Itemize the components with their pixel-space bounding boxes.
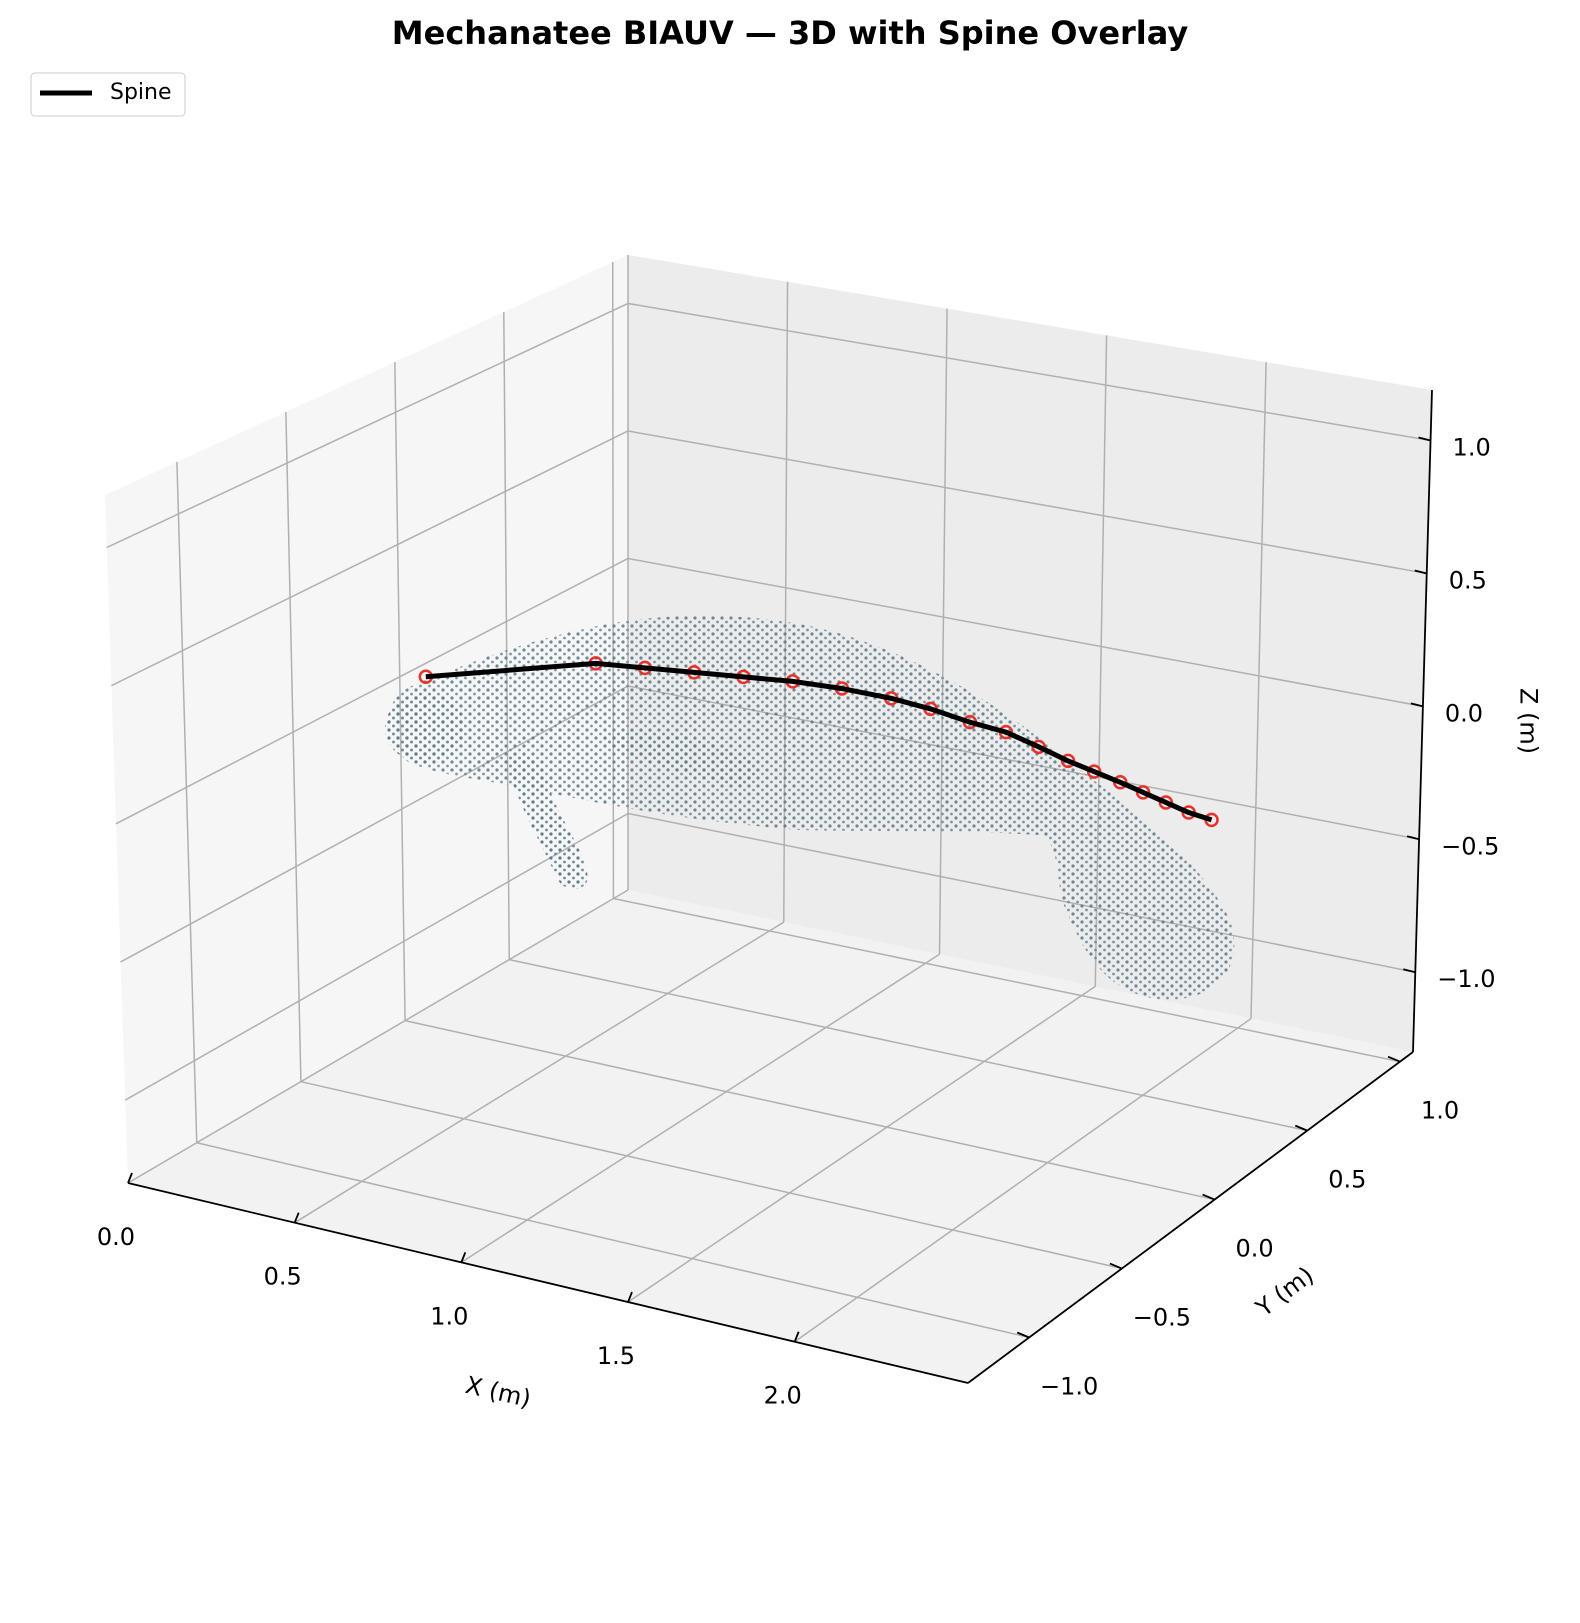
grid-line bbox=[124, 812, 629, 1101]
y-axis-line bbox=[967, 1051, 1414, 1384]
y-tick bbox=[1109, 1262, 1123, 1270]
grid-line bbox=[1250, 362, 1267, 1019]
grid-line bbox=[627, 812, 1416, 973]
flipper-far bbox=[600, 730, 759, 786]
z-axis-line bbox=[1412, 389, 1433, 1053]
grid-line bbox=[938, 308, 948, 955]
floor-pane bbox=[128, 890, 1413, 1383]
y-axis-label: Y (m) bbox=[1250, 1261, 1319, 1323]
grid-line bbox=[627, 557, 1424, 708]
back-pane bbox=[628, 255, 1432, 1052]
z-tick-label: −1.0 bbox=[1437, 965, 1495, 993]
grid-line bbox=[509, 958, 1308, 1132]
z-tick bbox=[1406, 835, 1420, 841]
grid-line bbox=[404, 1019, 1215, 1201]
y-tick-label: 1.0 bbox=[1421, 1097, 1459, 1125]
x-tick bbox=[627, 1291, 633, 1303]
x-tick bbox=[460, 1252, 467, 1263]
x-tick-label: 0.0 bbox=[97, 1223, 135, 1251]
spine-line bbox=[425, 660, 1213, 823]
panes bbox=[105, 255, 1433, 1384]
flipper bbox=[505, 754, 588, 890]
x-tick-label: 1.0 bbox=[430, 1302, 468, 1330]
grid-line bbox=[627, 430, 1427, 575]
x-tick bbox=[127, 1172, 133, 1184]
y-tick-label: 0.0 bbox=[1236, 1235, 1274, 1263]
z-tick bbox=[1418, 436, 1431, 442]
x-tick bbox=[293, 1212, 300, 1224]
y-tick bbox=[1387, 1055, 1401, 1063]
grid-line bbox=[394, 361, 406, 1021]
grid-line bbox=[111, 430, 629, 687]
grid-line bbox=[106, 302, 629, 549]
z-tick bbox=[1403, 968, 1416, 974]
grid-line bbox=[115, 557, 629, 825]
grid-line bbox=[613, 897, 1401, 1063]
grid-line bbox=[300, 1080, 1123, 1270]
y-tick bbox=[1016, 1331, 1030, 1339]
z-tick bbox=[1410, 702, 1424, 708]
legend-label: Spine bbox=[110, 80, 172, 105]
body-outline bbox=[388, 615, 1235, 1000]
body-point-cloud bbox=[385, 615, 1235, 1000]
z-tick-label: 0.0 bbox=[1445, 699, 1483, 727]
legend-box bbox=[30, 72, 186, 117]
x-tick bbox=[793, 1331, 800, 1343]
y-tick bbox=[1202, 1193, 1215, 1201]
x-tick-label: 0.5 bbox=[264, 1263, 302, 1291]
z-tick bbox=[1414, 569, 1427, 575]
x-axis-line bbox=[127, 1182, 969, 1384]
z-tick-label: 1.0 bbox=[1453, 434, 1491, 462]
grid-line bbox=[285, 411, 302, 1082]
x-tick-label: 1.5 bbox=[597, 1342, 635, 1370]
y-tick-label: −0.5 bbox=[1133, 1304, 1191, 1332]
grid-line bbox=[503, 311, 510, 960]
grid-line bbox=[627, 985, 1096, 1303]
grid-line bbox=[294, 921, 785, 1224]
grid-line bbox=[460, 953, 940, 1263]
x-axis-label: X (m) bbox=[463, 1371, 534, 1413]
y-tick-label: 0.5 bbox=[1328, 1166, 1366, 1194]
grid-line bbox=[127, 889, 629, 1184]
y-tick-label: −1.0 bbox=[1040, 1372, 1098, 1400]
legend: Spine bbox=[30, 72, 186, 117]
head bbox=[385, 693, 465, 763]
z-axis-label: Z (m) bbox=[1515, 688, 1543, 754]
grid-line bbox=[196, 1141, 1030, 1339]
x-tick-label: 2.0 bbox=[764, 1382, 802, 1410]
grid-line bbox=[176, 461, 198, 1143]
z-tick-label: 0.5 bbox=[1449, 566, 1487, 594]
y-tick bbox=[1294, 1124, 1308, 1132]
chart-title: Mechanatee BIAUV — 3D with Spine Overlay bbox=[392, 14, 1189, 52]
grid-line bbox=[794, 1017, 1252, 1343]
grid-line bbox=[627, 302, 1431, 442]
z-tick-label: −0.5 bbox=[1441, 832, 1499, 860]
